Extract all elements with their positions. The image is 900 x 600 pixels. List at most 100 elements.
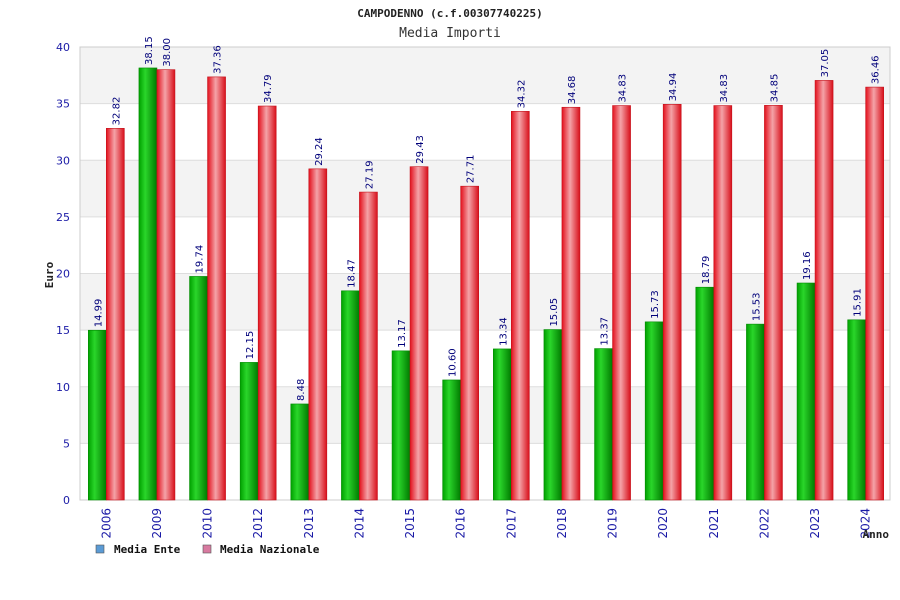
- y-tick-label: 30: [56, 154, 70, 167]
- bar-media-nazionale-2016: [460, 185, 479, 501]
- legend: Media Ente Media Nazionale: [95, 543, 320, 556]
- data-label-media-nazionale-2010: 37.36: [213, 45, 224, 74]
- bar-media-nazionale-2014: [359, 191, 378, 501]
- y-tick-label: 20: [56, 268, 70, 281]
- bar-media-ente-2014: [341, 290, 360, 501]
- bar-media-ente-2021: [695, 286, 715, 501]
- data-label-media-nazionale-2021: 34.83: [719, 74, 730, 103]
- bar-media-nazionale-2023: [814, 80, 834, 501]
- bar-media-ente-2019: [594, 348, 613, 501]
- bar-media-nazionale-2013: [308, 168, 328, 501]
- bar-media-ente-2020: [644, 321, 664, 501]
- data-labels: 14.99 32.82 38.15 38.00 19.74 37.36 12.15 34.79…: [93, 36, 881, 401]
- bar-media-ente-2013: [290, 403, 310, 501]
- data-label-media-ente-2018: 15.05: [549, 298, 560, 327]
- x-tick-label-2017: 2017: [504, 508, 518, 539]
- data-label-media-ente-2012: 12.15: [245, 331, 256, 360]
- bar-media-nazionale-2022: [764, 105, 783, 501]
- y-axis-ticks: 0 5 10 15 20 25 30 35 40: [56, 41, 70, 507]
- data-label-media-ente-2022: 15.53: [751, 292, 762, 321]
- data-label-media-ente-2009: 38.15: [144, 36, 155, 65]
- legend-swatch-media-nazionale: [202, 544, 212, 554]
- bar-media-nazionale-2017: [511, 111, 530, 501]
- data-label-media-nazionale-2016: 27.71: [466, 155, 477, 184]
- y-tick-label: 0: [63, 494, 70, 507]
- bar-media-nazionale-2015: [409, 166, 429, 501]
- bar-media-nazionale-2021: [713, 105, 733, 501]
- bar-media-ente-2015: [391, 350, 411, 501]
- y-tick-label: 10: [56, 381, 70, 394]
- data-label-media-nazionale-2024: 36.46: [871, 55, 882, 84]
- bar-media-ente-2024: [847, 319, 866, 501]
- x-tick-label-2016: 2016: [454, 508, 468, 539]
- x-tick-label-2021: 2021: [707, 508, 721, 539]
- x-tick-label-2012: 2012: [251, 508, 265, 539]
- bar-media-ente-2006: [88, 329, 107, 501]
- data-label-media-ente-2014: 18.47: [346, 259, 357, 288]
- x-axis-ticks: 2006 2009 2010 2012 2013 2014 2015 2016 2017 2018…: [99, 508, 872, 539]
- data-label-media-nazionale-2015: 29.43: [415, 135, 426, 164]
- plot-border: [79, 46, 891, 501]
- data-label-media-ente-2016: 10.60: [448, 348, 459, 377]
- legend-label-media-ente: Media Ente: [114, 543, 181, 556]
- data-label-media-nazionale-2019: 34.83: [618, 74, 629, 103]
- data-label-media-ente-2010: 19.74: [195, 245, 206, 274]
- x-tick-label-2014: 2014: [352, 508, 366, 539]
- bar-media-nazionale-2012: [257, 105, 277, 501]
- bar-media-ente-2016: [442, 379, 461, 501]
- bar-media-ente-2018: [543, 329, 563, 501]
- x-tick-label-2018: 2018: [555, 508, 569, 539]
- data-label-media-ente-2019: 13.37: [600, 317, 611, 346]
- bar-media-nazionale-2024: [865, 86, 884, 501]
- legend-swatch-media-ente: [95, 544, 105, 554]
- bar-media-nazionale-2020: [662, 104, 682, 501]
- x-tick-label-2013: 2013: [302, 508, 316, 539]
- bar-media-ente-2023: [796, 282, 816, 501]
- data-label-media-nazionale-2023: 37.05: [820, 49, 831, 78]
- y-tick-label: 40: [56, 41, 70, 54]
- y-axis-label: Euro: [43, 261, 56, 288]
- y-tick-label: 15: [56, 324, 70, 337]
- data-label-media-ente-2023: 19.16: [802, 251, 813, 280]
- x-tick-label-2022: 2022: [757, 508, 771, 539]
- data-label-media-ente-2006: 14.99: [93, 299, 104, 328]
- chart-title: CAMPODENNO (c.f.00307740225): [357, 7, 542, 20]
- data-label-media-ente-2020: 15.73: [650, 290, 661, 319]
- data-label-media-nazionale-2009: 38.00: [162, 38, 173, 67]
- data-label-media-nazionale-2006: 32.82: [111, 97, 122, 126]
- data-label-media-nazionale-2020: 34.94: [668, 73, 679, 102]
- bar-media-nazionale-2018: [561, 106, 581, 501]
- bar-media-ente-2010: [189, 276, 208, 501]
- y-tick-label: 35: [56, 98, 70, 111]
- data-label-media-nazionale-2022: 34.85: [769, 74, 780, 103]
- bar-media-nazionale-2006: [106, 128, 125, 501]
- bar-media-nazionale-2010: [207, 76, 226, 501]
- x-tick-label-2006: 2006: [99, 508, 113, 539]
- data-label-media-ente-2024: 15.91: [853, 288, 864, 317]
- x-tick-label-2010: 2010: [201, 508, 215, 539]
- data-label-media-ente-2021: 18.79: [701, 256, 712, 285]
- x-tick-label-2020: 2020: [656, 508, 670, 539]
- data-label-media-nazionale-2013: 29.24: [314, 137, 325, 166]
- bar-media-ente-2022: [746, 323, 765, 501]
- data-label-media-ente-2015: 13.17: [397, 319, 408, 348]
- x-axis-label: Anno: [863, 528, 890, 541]
- bar-media-nazionale-2019: [612, 105, 631, 501]
- data-label-media-nazionale-2017: 34.32: [516, 80, 527, 109]
- data-label-media-nazionale-2018: 34.68: [567, 76, 578, 105]
- bar-media-nazionale-2009: [156, 69, 176, 501]
- data-label-media-nazionale-2014: 27.19: [364, 160, 375, 189]
- x-tick-label-2015: 2015: [403, 508, 417, 539]
- data-label-media-ente-2013: 8.48: [296, 379, 307, 401]
- x-tick-label-2023: 2023: [808, 508, 822, 539]
- chart-subtitle: Media Importi: [399, 26, 501, 41]
- data-label-media-nazionale-2012: 34.79: [263, 74, 274, 103]
- x-tick-label-2024: 2024: [859, 508, 873, 539]
- y-tick-label: 5: [63, 437, 70, 450]
- x-tick-label-2009: 2009: [150, 508, 164, 539]
- data-label-media-ente-2017: 13.34: [498, 317, 509, 346]
- y-tick-label: 25: [56, 211, 70, 224]
- bars: [88, 67, 884, 501]
